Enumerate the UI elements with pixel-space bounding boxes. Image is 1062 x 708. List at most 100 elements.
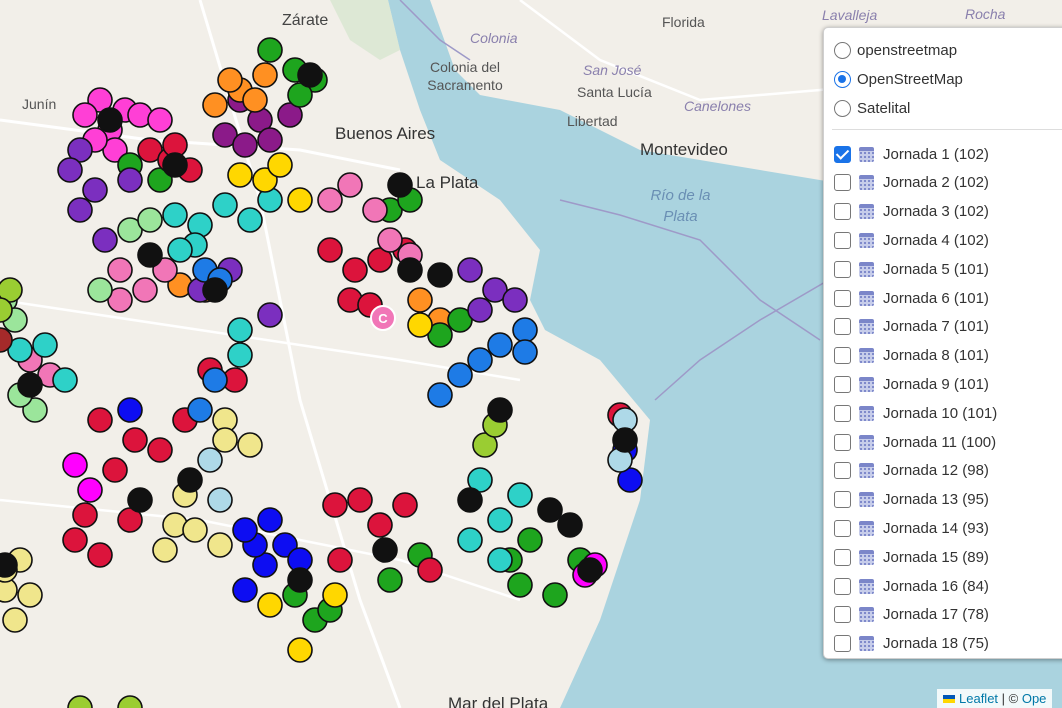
circle-marker[interactable]	[252, 552, 278, 578]
circle-marker[interactable]	[277, 102, 303, 128]
circle-marker[interactable]	[347, 487, 373, 513]
circle-marker[interactable]	[317, 237, 343, 263]
circle-marker[interactable]	[467, 467, 493, 493]
circle-marker[interactable]	[287, 567, 313, 593]
circle-marker[interactable]	[577, 557, 603, 583]
checkbox[interactable]	[834, 347, 851, 365]
circle-marker[interactable]	[512, 317, 538, 343]
circle-marker[interactable]	[287, 82, 313, 108]
overlay-option[interactable]: Jornada 4 (102)	[834, 228, 989, 252]
circle-marker[interactable]	[487, 547, 513, 573]
circle-marker[interactable]	[467, 297, 493, 323]
circle-marker[interactable]	[457, 527, 483, 553]
circle-marker[interactable]	[257, 302, 283, 328]
circle-marker[interactable]	[427, 382, 453, 408]
circle-marker[interactable]	[87, 407, 113, 433]
base-layer-option[interactable]: OpenStreetMap	[834, 67, 963, 91]
circle-marker[interactable]	[407, 312, 433, 338]
circle-marker[interactable]	[0, 327, 13, 353]
circle-marker[interactable]	[117, 507, 143, 533]
circle-marker[interactable]	[147, 437, 173, 463]
overlay-option[interactable]: Jornada 10 (101)	[834, 401, 997, 425]
circle-marker[interactable]	[137, 207, 163, 233]
base-layer-option[interactable]: openstreetmap	[834, 38, 957, 62]
circle-marker[interactable]	[257, 592, 283, 618]
circle-marker[interactable]	[252, 62, 278, 88]
circle-marker[interactable]	[32, 332, 58, 358]
checkbox[interactable]	[834, 404, 851, 422]
circle-marker[interactable]	[117, 217, 143, 243]
circle-marker[interactable]	[137, 137, 163, 163]
circle-marker[interactable]	[117, 167, 143, 193]
circle-marker[interactable]	[17, 372, 43, 398]
circle-marker[interactable]	[362, 197, 388, 223]
checkbox[interactable]	[834, 491, 851, 509]
overlay-option[interactable]: Jornada 17 (78)	[834, 603, 989, 627]
circle-marker[interactable]	[212, 192, 238, 218]
checkbox[interactable]	[834, 635, 851, 653]
checkbox[interactable]	[834, 577, 851, 595]
circle-marker[interactable]	[162, 152, 188, 178]
circle-marker[interactable]	[317, 187, 343, 213]
circle-marker[interactable]	[232, 132, 258, 158]
circle-marker[interactable]	[342, 257, 368, 283]
circle-marker[interactable]	[482, 277, 508, 303]
circle-marker[interactable]	[72, 502, 98, 528]
circle-marker[interactable]	[227, 162, 253, 188]
circle-marker[interactable]	[87, 542, 113, 568]
overlay-option[interactable]: Jornada 2 (102)	[834, 171, 989, 195]
circle-marker[interactable]	[162, 202, 188, 228]
circle-marker[interactable]	[337, 172, 363, 198]
circle-marker[interactable]	[397, 257, 423, 283]
circle-marker[interactable]	[487, 397, 513, 423]
radio-button[interactable]	[834, 41, 851, 59]
circle-marker[interactable]	[447, 307, 473, 333]
checkbox[interactable]	[834, 433, 851, 451]
circle-marker[interactable]	[232, 577, 258, 603]
circle-marker[interactable]	[167, 237, 193, 263]
checkbox[interactable]	[834, 375, 851, 393]
circle-marker[interactable]	[542, 582, 568, 608]
circle-marker[interactable]	[0, 552, 18, 578]
circle-marker[interactable]	[117, 397, 143, 423]
circle-marker[interactable]	[202, 92, 228, 118]
circle-marker[interactable]	[517, 527, 543, 553]
circle-marker[interactable]	[417, 557, 443, 583]
circle-marker[interactable]	[242, 87, 268, 113]
circle-marker[interactable]	[232, 517, 258, 543]
circle-marker[interactable]	[267, 152, 293, 178]
checkbox[interactable]	[834, 289, 851, 307]
circle-marker[interactable]	[297, 62, 323, 88]
circle-marker[interactable]	[82, 177, 108, 203]
circle-marker[interactable]	[147, 107, 173, 133]
checkbox[interactable]	[834, 260, 851, 278]
circle-marker[interactable]	[152, 537, 178, 563]
overlay-option[interactable]: Jornada 18 (75)	[834, 632, 989, 656]
circle-marker[interactable]	[427, 262, 453, 288]
overlay-option[interactable]: Jornada 11 (100)	[834, 430, 996, 454]
circle-marker[interactable]	[487, 507, 513, 533]
leaflet-link[interactable]: Leaflet	[959, 691, 999, 706]
circle-marker[interactable]	[207, 532, 233, 558]
circle-marker[interactable]	[457, 257, 483, 283]
circle-marker[interactable]	[377, 227, 403, 253]
circle-marker[interactable]	[237, 207, 263, 233]
circle-marker[interactable]	[197, 447, 223, 473]
circle-marker[interactable]	[617, 467, 643, 493]
overlay-option[interactable]: Jornada 16 (84)	[834, 574, 989, 598]
circle-marker[interactable]	[487, 332, 513, 358]
checkbox[interactable]	[834, 231, 851, 249]
circle-marker[interactable]	[537, 497, 563, 523]
base-layer-option[interactable]: Satelital	[834, 96, 910, 120]
circle-marker[interactable]	[322, 582, 348, 608]
checkbox[interactable]	[834, 462, 851, 480]
circle-marker[interactable]	[507, 482, 533, 508]
circle-marker[interactable]	[52, 367, 78, 393]
circle-marker[interactable]	[467, 347, 493, 373]
checkbox[interactable]	[834, 519, 851, 537]
circle-marker[interactable]	[107, 287, 133, 313]
circle-marker[interactable]	[0, 277, 23, 303]
overlay-option[interactable]: Jornada 13 (95)	[834, 488, 989, 512]
circle-marker[interactable]	[367, 247, 393, 273]
overlay-option[interactable]: Jornada 8 (101)	[834, 344, 989, 368]
